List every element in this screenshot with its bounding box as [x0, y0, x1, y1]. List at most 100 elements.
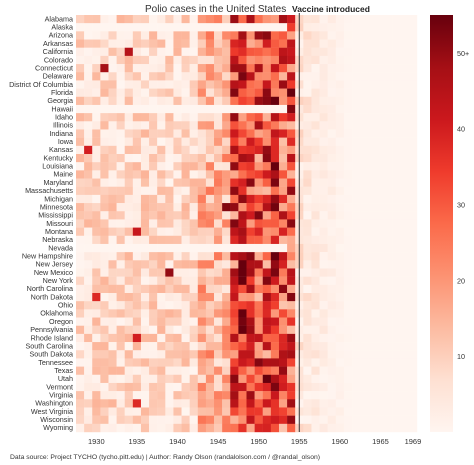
state-label: North Dakota: [31, 292, 73, 301]
heatmap-cell: [205, 129, 215, 138]
state-label: Rhode Island: [31, 333, 73, 342]
heatmap-cell: [384, 203, 393, 212]
heatmap-cell: [287, 47, 296, 57]
heatmap-cell: [376, 366, 385, 375]
heatmap-cell: [140, 293, 150, 302]
heatmap-cell: [246, 64, 255, 73]
heatmap-cell: [303, 342, 312, 351]
heatmap-cell: [335, 284, 345, 294]
heatmap-cell: [84, 88, 93, 97]
heatmap-cell: [376, 121, 385, 130]
state-label: Alabama: [45, 14, 73, 23]
heatmap-cell: [384, 129, 393, 138]
heatmap-cell: [376, 284, 385, 294]
heatmap-cell: [92, 415, 101, 425]
heatmap-cell: [384, 342, 393, 351]
heatmap-cell: [197, 366, 207, 375]
heatmap-cell: [92, 186, 101, 196]
heatmap-cell: [262, 39, 272, 48]
heatmap-cell: [384, 399, 393, 408]
heatmap-cell: [132, 235, 142, 245]
heatmap-cell: [149, 301, 158, 310]
heatmap-cell: [360, 211, 369, 220]
heatmap-cell: [124, 325, 134, 335]
heatmap-cell: [132, 293, 142, 302]
heatmap-cell: [189, 309, 198, 318]
heatmap-cell: [352, 72, 361, 81]
heatmap-cell: [278, 194, 288, 204]
heatmap-cell: [360, 382, 369, 392]
heatmap-cell: [311, 96, 320, 106]
heatmap-cell: [287, 227, 296, 236]
heatmap-cell: [319, 64, 328, 73]
state-label: Florida: [51, 88, 73, 97]
heatmap-cell: [335, 268, 345, 277]
heatmap-cell: [287, 382, 296, 392]
heatmap-cell: [108, 145, 117, 155]
heatmap-cell: [84, 382, 93, 392]
heatmap-cell: [238, 145, 247, 155]
heatmap-cell: [303, 382, 312, 392]
heatmap-cell: [335, 391, 345, 400]
heatmap-cell: [157, 31, 166, 40]
heatmap-cell: [173, 145, 182, 155]
heatmap-cell: [76, 301, 85, 310]
heatmap-cell: [303, 211, 312, 220]
heatmap-cell: [214, 227, 223, 236]
heatmap-cell: [230, 276, 239, 286]
heatmap-cell: [214, 219, 223, 228]
heatmap-cell: [335, 243, 345, 253]
heatmap-cell: [230, 121, 239, 130]
heatmap-cell: [140, 186, 150, 196]
heatmap-cell: [343, 366, 353, 375]
heatmap-cell: [400, 88, 410, 97]
state-label: Arizona: [49, 31, 73, 40]
heatmap-cell: [84, 194, 93, 204]
heatmap-cell: [287, 162, 296, 171]
heatmap-cell: [181, 31, 190, 40]
heatmap-cell: [278, 317, 288, 326]
heatmap-cell: [246, 382, 255, 392]
heatmap-cell: [157, 309, 166, 318]
state-label: New Mexico: [34, 268, 73, 277]
heatmap-cell: [238, 284, 247, 294]
heatmap-cell: [343, 350, 353, 359]
heatmap-cell: [149, 211, 158, 220]
heatmap-cell: [360, 407, 369, 416]
heatmap-cell: [132, 391, 142, 400]
heatmap-cell: [278, 325, 288, 335]
heatmap-cell: [408, 104, 418, 114]
heatmap-cell: [327, 80, 337, 89]
heatmap-cell: [84, 391, 93, 400]
heatmap-cell: [262, 203, 272, 212]
heatmap-cell: [92, 309, 101, 318]
heatmap-cell: [287, 145, 296, 155]
heatmap-cell: [303, 423, 312, 433]
heatmap-cell: [84, 301, 93, 310]
heatmap-cell: [311, 301, 320, 310]
heatmap-cell: [400, 31, 410, 40]
heatmap-cell: [214, 88, 223, 97]
heatmap-cell: [392, 301, 401, 310]
heatmap-cell: [254, 162, 263, 171]
heatmap-cell: [173, 88, 182, 97]
heatmap-cell: [270, 227, 280, 236]
heatmap-cell: [392, 252, 401, 261]
heatmap-cell: [116, 64, 125, 73]
heatmap-cell: [222, 186, 231, 196]
heatmap-cell: [149, 358, 158, 367]
heatmap-cell: [319, 170, 328, 179]
heatmap-cell: [368, 391, 377, 400]
heatmap-cell: [278, 121, 288, 130]
heatmap-cell: [303, 276, 312, 286]
heatmap-cell: [368, 423, 377, 433]
heatmap-cell: [392, 284, 401, 294]
state-label: Washington: [35, 399, 73, 408]
heatmap-cell: [384, 309, 393, 318]
heatmap-cell: [335, 154, 345, 163]
heatmap-cell: [173, 235, 182, 245]
heatmap-cell: [108, 293, 117, 302]
heatmap-cell: [360, 178, 369, 187]
heatmap-cell: [181, 96, 190, 106]
